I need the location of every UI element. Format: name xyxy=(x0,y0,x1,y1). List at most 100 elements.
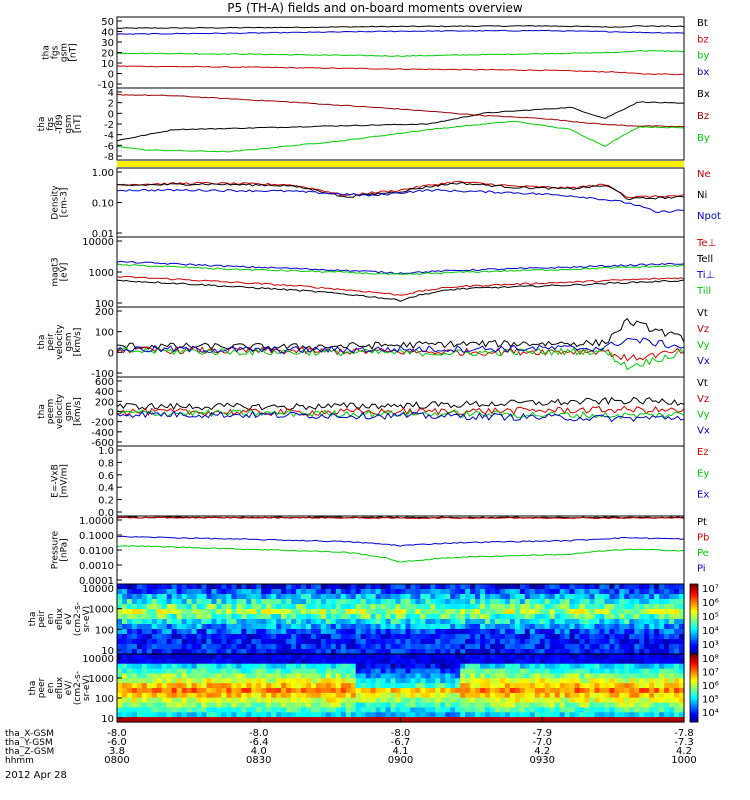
spectrogram-cell xyxy=(171,717,178,723)
spectrogram-cell xyxy=(569,644,576,650)
spectrogram-cell xyxy=(330,702,337,709)
spectrogram-cell xyxy=(609,639,615,645)
spectrogram-cell xyxy=(460,717,466,723)
spectrogram-cell xyxy=(206,614,213,620)
spectrogram-cell xyxy=(301,634,307,640)
spectrogram-cell xyxy=(460,678,466,684)
spectrogram-cell xyxy=(529,609,536,615)
spectrogram-cell xyxy=(226,609,232,615)
spectrogram-cell xyxy=(340,668,347,675)
spectrogram-cell xyxy=(301,584,307,590)
spectrogram-cell xyxy=(664,639,670,645)
spectrogram-cell xyxy=(291,614,297,620)
spectrogram-cell xyxy=(654,644,660,650)
series-line-Pi xyxy=(116,535,685,547)
spectrogram-cell xyxy=(539,589,546,595)
spectrogram-cell xyxy=(504,629,511,635)
spectrogram-cell xyxy=(594,697,601,704)
time-axis-value: 4.1 xyxy=(393,746,409,757)
spectrogram-cell xyxy=(659,584,665,590)
spectrogram-cell xyxy=(400,634,407,640)
spectrogram-cell xyxy=(365,663,372,670)
spectrogram-cell xyxy=(126,644,133,650)
spectrogram-cell xyxy=(355,654,362,660)
spectrogram-cell xyxy=(504,584,511,590)
spectrogram-cell xyxy=(460,619,466,625)
spectrogram-cell xyxy=(669,673,675,679)
spectrogram-cell xyxy=(221,594,227,600)
spectrogram-cell xyxy=(156,668,163,675)
spectrogram-cell xyxy=(485,673,491,679)
spectrogram-cell xyxy=(639,712,645,718)
spectrogram-cell xyxy=(211,707,218,713)
y-tick-label: 100 xyxy=(95,328,114,339)
spectrogram-cell xyxy=(126,683,133,689)
y-axis-label: tha xyxy=(28,612,38,627)
spectrogram-cell xyxy=(196,634,203,640)
spectrogram-cell xyxy=(291,697,297,704)
spectrogram-cell xyxy=(345,599,352,605)
spectrogram-cell xyxy=(584,707,591,713)
colorbar-step xyxy=(690,660,698,664)
spectrogram-cell xyxy=(509,604,516,610)
spectrogram-cell xyxy=(664,688,670,694)
spectrogram-cell xyxy=(485,599,491,605)
spectrogram-cell xyxy=(231,609,237,615)
spectrogram-cell xyxy=(251,707,257,713)
spectrogram-cell xyxy=(624,589,630,595)
spectrogram-cell xyxy=(485,624,491,630)
spectrogram-cell xyxy=(390,619,397,625)
spectrogram-cell xyxy=(465,688,471,694)
spectrogram-cell xyxy=(370,639,377,645)
spectrogram-cell xyxy=(544,599,551,605)
spectrogram-cell xyxy=(256,707,262,713)
spectrogram-cell xyxy=(539,692,546,699)
spectrogram-cell xyxy=(246,683,252,689)
spectrogram-cell xyxy=(634,658,640,665)
spectrogram-cell xyxy=(659,697,665,704)
spectrogram-cell xyxy=(385,707,392,713)
spectrogram-cell xyxy=(669,589,675,595)
spectrogram-cell xyxy=(251,639,257,645)
spectrogram-cell xyxy=(345,639,352,645)
spectrogram-cell xyxy=(554,629,561,635)
spectrogram-cell xyxy=(350,584,357,590)
spectrogram-cell xyxy=(594,658,601,665)
spectrogram-cell xyxy=(320,702,327,709)
spectrogram-cell xyxy=(559,624,566,630)
spectrogram-cell xyxy=(524,634,531,640)
spectrogram-cell xyxy=(126,594,133,600)
spectrogram-cell xyxy=(659,663,665,670)
spectrogram-cell xyxy=(629,624,635,630)
spectrogram-cell xyxy=(504,649,511,655)
spectrogram-cell xyxy=(191,654,198,660)
spectrogram-cell xyxy=(385,649,392,655)
spectrogram-cell xyxy=(301,619,307,625)
spectrogram-cell xyxy=(455,624,461,630)
y-axis-label: peer xyxy=(37,677,47,698)
spectrogram-cell xyxy=(500,644,506,650)
spectrogram-cell xyxy=(495,717,501,723)
spectrogram-cell xyxy=(251,584,257,590)
spectrogram-cell xyxy=(296,688,302,694)
spectrogram-cell xyxy=(504,717,511,723)
spectrogram-cell xyxy=(171,614,178,620)
spectrogram-cell xyxy=(301,589,307,595)
spectrogram-cell xyxy=(490,584,496,590)
spectrogram-cell xyxy=(226,663,232,670)
spectrogram-cell xyxy=(166,619,173,625)
spectrogram-cell xyxy=(320,589,327,595)
spectrogram-cell xyxy=(117,692,123,699)
spectrogram-cell xyxy=(176,697,183,704)
spectrogram-cell xyxy=(261,654,267,660)
spectrogram-cell xyxy=(490,688,496,694)
spectrogram-cell xyxy=(619,683,625,689)
spectrogram-cell xyxy=(246,707,252,713)
spectrogram-cell xyxy=(509,673,516,679)
spectrogram xyxy=(117,584,685,655)
spectrogram-cell xyxy=(286,683,292,689)
spectrogram-cell xyxy=(231,644,237,650)
spectrogram-cell xyxy=(296,678,302,684)
spectrogram-cell xyxy=(554,644,561,650)
spectrogram-cell xyxy=(335,673,342,679)
